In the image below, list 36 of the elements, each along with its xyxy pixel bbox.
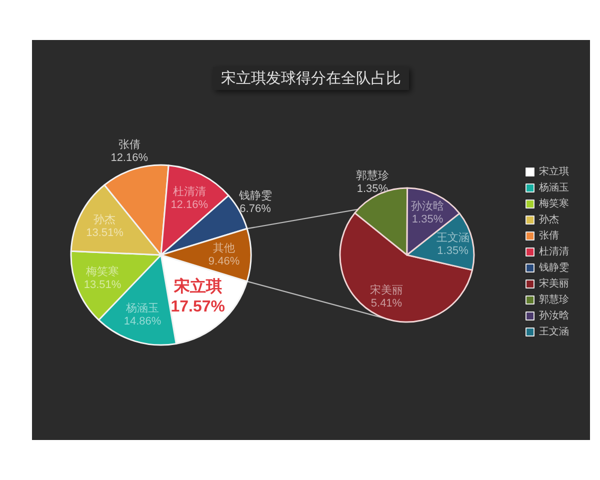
data-label: 1.35% [412, 213, 444, 226]
data-label: 17.57% [170, 298, 225, 316]
data-label: 6.76% [240, 202, 272, 215]
category-label: 郭慧珍 [356, 170, 389, 182]
legend-label: 梅笑寒 [538, 198, 569, 210]
legend-label: 钱静雯 [538, 262, 569, 274]
legend-label: 王文涵 [539, 326, 569, 338]
slice-label: 其他 [213, 242, 235, 254]
legend-label: 宋美丽 [539, 278, 569, 290]
category-label: 王文涵 [436, 232, 470, 244]
slice-label: 杨涵玉 [125, 302, 160, 315]
data-label: 5.41% [370, 298, 402, 310]
legend-label: 郭慧珍 [539, 294, 569, 306]
slice-label: 杜清清 [172, 185, 206, 198]
legend-label: 孙汝晗 [539, 310, 569, 322]
data-label: 1.35% [356, 182, 388, 195]
data-label: 9.46% [208, 256, 240, 268]
slice-label: 宋立琪 [172, 276, 222, 296]
data-label: 12.16% [170, 199, 208, 212]
data-label: 13.51% [86, 227, 124, 240]
data-label: 13.51% [84, 278, 122, 291]
data-label: 1.35% [437, 245, 469, 258]
slice-label: 张倩 [118, 138, 140, 152]
legend-label: 杨涵玉 [538, 182, 569, 194]
slice-label: 梅笑寒 [85, 264, 120, 278]
slice-label: 孙杰 [94, 214, 116, 226]
category-label: 宋美丽 [370, 284, 403, 297]
legend-label: 宋立琪 [539, 166, 569, 178]
legend-label: 张倩 [539, 230, 559, 242]
category-label: 孙汝晗 [411, 200, 444, 212]
chart-title: 宋立琪发球得分在全队占比 [221, 70, 401, 87]
slice-label: 钱静雯 [238, 190, 272, 202]
legend-label: 杜清清 [539, 246, 569, 258]
data-label: 12.16% [110, 152, 148, 164]
data-label: 14.86% [124, 316, 162, 328]
legend-label: 孙杰 [539, 214, 559, 226]
